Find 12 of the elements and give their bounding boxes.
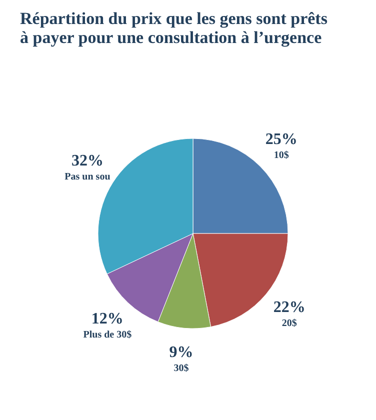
slice-label: Plus de 30$ bbox=[83, 330, 132, 341]
slice-label: 30$ bbox=[174, 362, 189, 374]
slice-label: 10$ bbox=[274, 150, 289, 162]
slice-label: 20$ bbox=[282, 318, 297, 330]
text: Répartition du prix que les gens sont prêts bbox=[20, 9, 328, 28]
data-label: 32% bbox=[71, 152, 104, 170]
slice-label: Pas un sou bbox=[64, 172, 111, 183]
data-label: 12% bbox=[91, 310, 124, 328]
text: à payer pour une consultation à l’urgence bbox=[20, 28, 322, 47]
data-label: 9% bbox=[169, 344, 194, 361]
data-label: 25% bbox=[265, 131, 298, 148]
data-label: 22% bbox=[273, 299, 306, 316]
